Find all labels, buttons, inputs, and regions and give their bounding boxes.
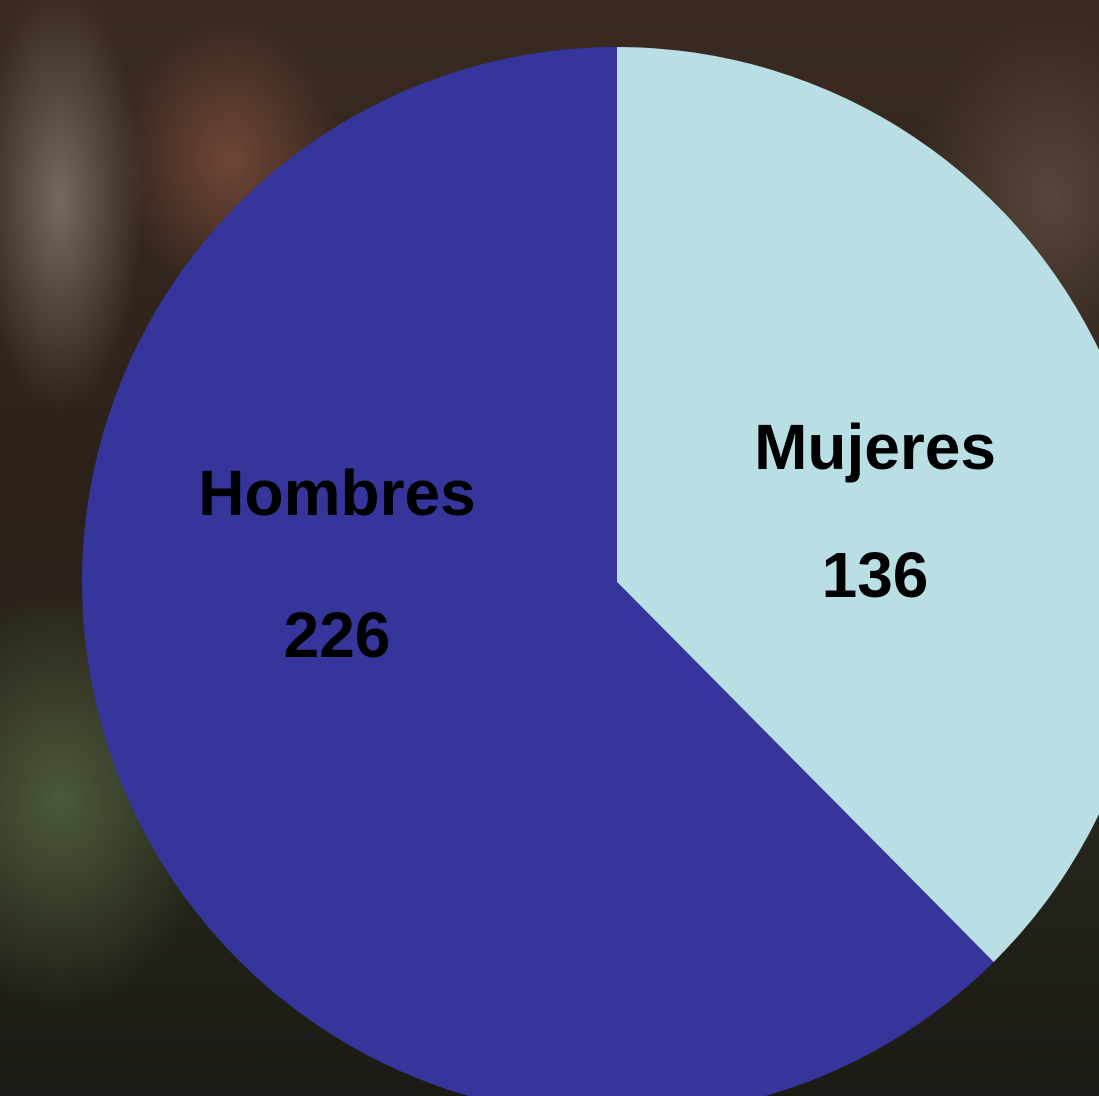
page: Mujeres136Hombres226 (() => { const data… [0, 0, 1099, 1096]
value-label: 136 [822, 539, 929, 611]
chart: Mujeres 136 Hombres 226 [0, 0, 1099, 1096]
slice-label: Mujeres [754, 411, 996, 483]
value-label: 226 [284, 599, 391, 671]
slice-label: Hombres [198, 457, 475, 529]
